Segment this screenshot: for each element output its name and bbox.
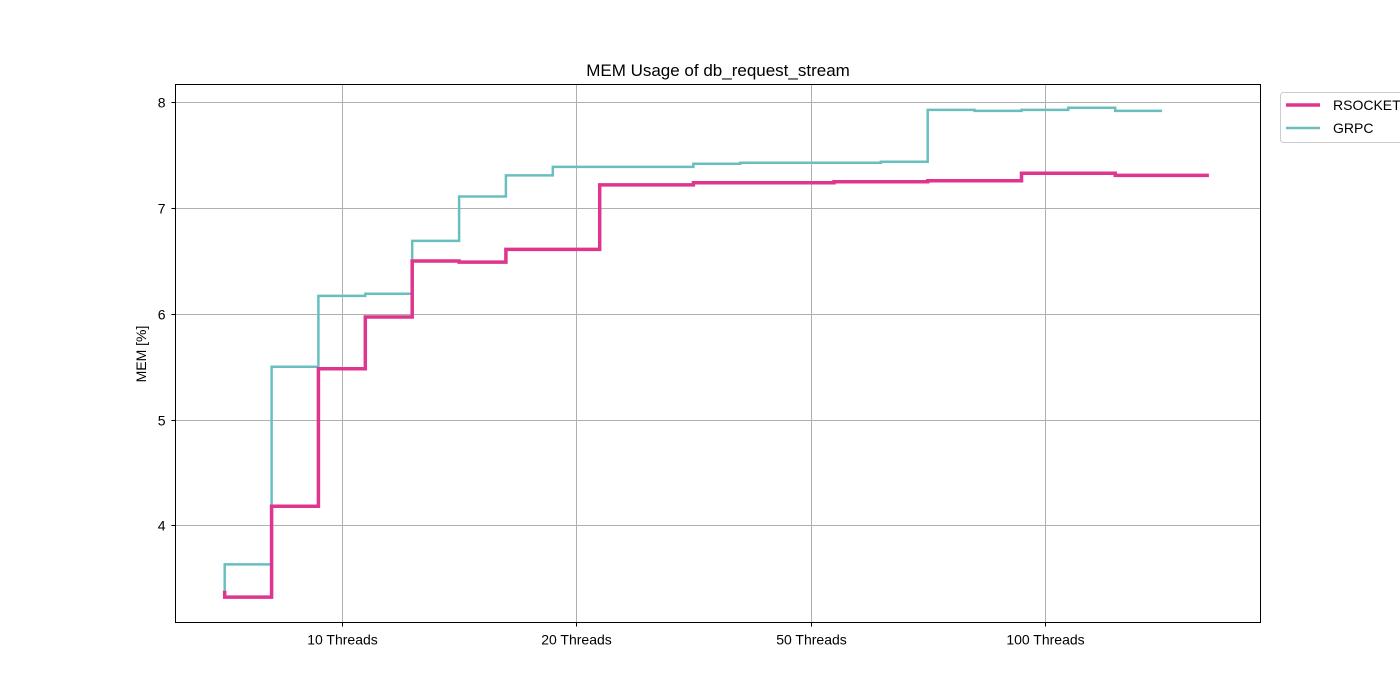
y-axis-label: MEM [%] [133,326,149,383]
x-tick-label: 10 Threads [307,632,378,648]
legend: RSOCKET GRPC [1280,92,1400,143]
axis-ticks: 10 Threads 20 Threads 50 Threads 100 Thread… [158,95,1085,648]
x-tick-label: 100 Threads [1006,632,1084,648]
y-tick-label: 7 [158,201,166,217]
grid-lines [175,84,1261,623]
legend-label-rsocket: RSOCKET [1333,97,1400,113]
plot-area [222,106,1209,599]
series-line-grpc [223,106,1163,593]
x-tick-label: 50 Threads [776,632,847,648]
y-tick-label: 4 [158,518,166,534]
y-tick-label: 8 [158,95,166,111]
legend-label-grpc: GRPC [1333,120,1373,136]
y-tick-label: 6 [158,307,166,323]
y-tick-label: 5 [158,413,166,429]
chart-title: MEM Usage of db_request_stream [586,61,850,80]
series-line-rsocket [222,171,1209,599]
x-tick-label: 20 Threads [541,632,612,648]
plot-frame [175,84,1261,623]
